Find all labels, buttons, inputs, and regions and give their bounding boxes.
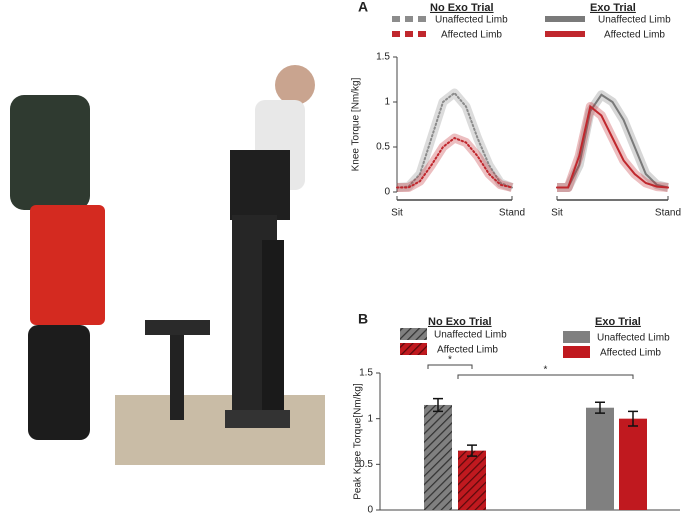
x-tick-label: Sit — [391, 208, 403, 219]
y-tick-label: 1 — [367, 413, 373, 424]
annotation: * — [544, 365, 548, 376]
line — [556, 93, 669, 189]
x-tick-label: Sit — [551, 208, 563, 219]
y-tick-label: 1.5 — [376, 52, 390, 63]
bar — [424, 404, 452, 510]
legend-label: Affected Limb — [604, 30, 665, 41]
error-bar — [467, 444, 477, 457]
y-tick-label: 0 — [367, 505, 373, 515]
legend-label: Unaffected Limb — [597, 333, 670, 344]
legend-title: No Exo Trial — [430, 2, 494, 14]
y-tick-label: 0 — [384, 187, 390, 198]
legend-swatch — [400, 328, 427, 340]
y-axis-label: Peak Knee Torque[Nm/kg] — [353, 383, 364, 500]
legend-title: Exo Trial — [595, 316, 641, 328]
y-tick-label: 0.5 — [359, 459, 373, 470]
y-tick-label: 1.5 — [359, 368, 373, 379]
y-tick-label: 0.5 — [376, 142, 390, 153]
legend-title: No Exo Trial — [428, 316, 492, 328]
x-tick-label: Stand — [655, 208, 681, 219]
bar — [458, 450, 486, 510]
panel-label: A — [358, 0, 368, 15]
legend-label: Unaffected Limb — [434, 330, 507, 341]
panel-label: B — [358, 311, 368, 327]
error-bar — [433, 397, 443, 413]
annotation: * — [448, 355, 452, 366]
legend-title: Exo Trial — [590, 2, 636, 14]
line — [556, 104, 669, 189]
bar — [586, 407, 614, 510]
line — [396, 136, 513, 189]
legend-label: Affected Limb — [441, 30, 502, 41]
photo — [10, 65, 325, 465]
legend-label: Unaffected Limb — [435, 15, 508, 26]
legend-swatch — [563, 331, 590, 343]
legend-swatch — [400, 343, 427, 355]
legend-label: Affected Limb — [437, 345, 498, 356]
legend-label: Affected Limb — [600, 348, 661, 359]
error-bar — [628, 410, 638, 427]
legend-label: Unaffected Limb — [598, 15, 671, 26]
x-tick-label: Stand — [499, 208, 525, 219]
y-axis-label: Knee Torque [Nm/kg] — [351, 77, 362, 171]
y-tick-label: 1 — [384, 97, 390, 108]
significance-bracket — [457, 374, 634, 379]
bar — [619, 418, 647, 510]
legend-swatch — [563, 346, 590, 358]
significance-bracket — [427, 364, 473, 369]
error-band — [396, 88, 514, 192]
error-bar — [595, 401, 605, 414]
